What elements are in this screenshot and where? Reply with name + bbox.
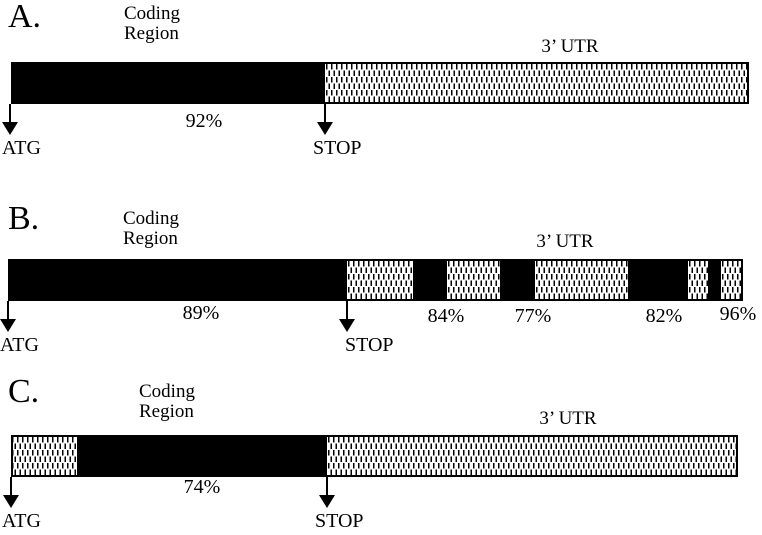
identity-percent-label: 89% xyxy=(182,302,220,324)
utr-label: 3’ UTR xyxy=(536,231,594,252)
panel-b-letter: B. xyxy=(8,200,40,237)
arrowhead-icon xyxy=(3,495,19,508)
conserved-black-segment xyxy=(77,435,327,477)
stop-label: STOP xyxy=(315,510,364,532)
arrow-line xyxy=(9,104,11,122)
conserved-black-segment xyxy=(413,259,447,301)
arrowhead-icon xyxy=(317,122,333,135)
stop-label: STOP xyxy=(313,137,362,159)
arrowhead-icon xyxy=(2,122,18,135)
utr-label: 3’ UTR xyxy=(539,408,597,429)
conserved-black-segment xyxy=(11,62,325,104)
stippled-utr-segment xyxy=(347,259,413,301)
arrow-line xyxy=(324,104,326,122)
atg-label: ATG xyxy=(0,334,39,356)
coding-label-line1: Coding xyxy=(139,381,195,402)
atg-label: ATG xyxy=(2,137,41,159)
arrow-line xyxy=(346,301,348,319)
coding-region-label: Coding Region xyxy=(123,209,179,249)
gene-bar xyxy=(11,62,749,104)
coding-label-line2: Region xyxy=(124,23,179,44)
stippled-utr-segment xyxy=(11,435,77,477)
arrow-line xyxy=(326,477,328,495)
gene-bar xyxy=(11,435,738,477)
gene-bar xyxy=(8,259,743,301)
arrowhead-icon xyxy=(0,319,16,332)
panel-a-letter: A. xyxy=(8,0,42,35)
identity-percent-label: 96% xyxy=(719,303,757,325)
utr-label: 3’ UTR xyxy=(541,36,599,57)
atg-label: ATG xyxy=(2,510,41,532)
panel-c-letter: C. xyxy=(8,373,40,410)
arrowhead-icon xyxy=(319,495,335,508)
coding-label-line1: Coding xyxy=(124,3,180,24)
coding-label-line2: Region xyxy=(139,401,194,422)
coding-region-label: Coding Region xyxy=(139,382,195,422)
coding-label-line1: Coding xyxy=(123,208,179,229)
conserved-black-segment xyxy=(628,259,688,301)
stippled-utr-segment xyxy=(721,259,743,301)
coding-region-label: Coding Region xyxy=(124,4,180,44)
stippled-utr-segment xyxy=(325,62,749,104)
arrowhead-icon xyxy=(339,319,355,332)
identity-percent-label: 92% xyxy=(185,110,223,132)
stippled-utr-segment xyxy=(535,259,628,301)
conserved-black-segment xyxy=(708,259,721,301)
identity-percent-label: 77% xyxy=(514,305,552,327)
identity-percent-label: 84% xyxy=(427,305,465,327)
stop-label: STOP xyxy=(345,334,394,356)
conserved-black-segment xyxy=(8,259,347,301)
conserved-black-segment xyxy=(500,259,535,301)
identity-percent-label: 74% xyxy=(183,476,221,498)
stippled-utr-segment xyxy=(327,435,738,477)
arrow-line xyxy=(10,477,12,495)
stippled-utr-segment xyxy=(688,259,708,301)
arrow-line xyxy=(7,301,9,319)
coding-label-line2: Region xyxy=(123,228,178,249)
stippled-utr-segment xyxy=(447,259,500,301)
identity-percent-label: 82% xyxy=(645,305,683,327)
